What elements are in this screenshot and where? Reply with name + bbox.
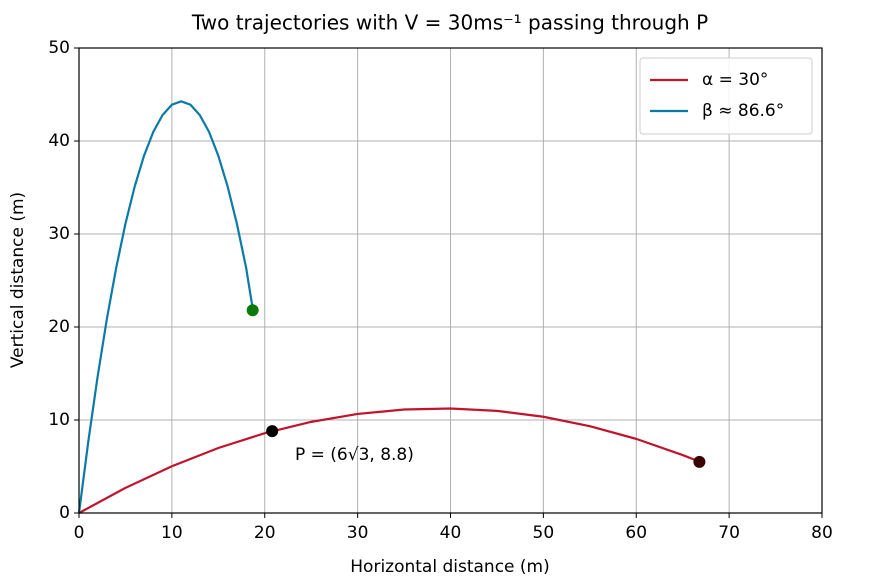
- chart-title: Two trajectories with V = 30ms⁻¹ passing…: [191, 11, 708, 35]
- point: [246, 304, 259, 317]
- x-axis-label: Horizontal distance (m): [350, 557, 549, 577]
- series-line: [77, 100, 254, 514]
- legend-label: α = 30°: [702, 70, 768, 90]
- x-tick-label: 60: [625, 523, 647, 543]
- x-tick-label: 80: [811, 523, 833, 543]
- y-tick-label: 50: [48, 38, 70, 58]
- y-tick-label: 40: [48, 131, 70, 151]
- y-tick-label: 10: [48, 410, 70, 430]
- x-tick-label: 20: [254, 523, 276, 543]
- y-tick-label: 20: [48, 317, 70, 337]
- x-tick-label: 0: [74, 523, 85, 543]
- y-axis-label: Vertical distance (m): [8, 192, 28, 368]
- point: [266, 425, 279, 438]
- y-tick-label: 30: [48, 224, 70, 244]
- plot-frame: [78, 47, 823, 514]
- x-tick-label: 70: [718, 523, 740, 543]
- x-tick-label: 50: [533, 523, 555, 543]
- annotation: P = (6√3, 8.8): [295, 445, 414, 465]
- point: [693, 455, 706, 468]
- legend-label: β ≈ 86.6°: [702, 101, 784, 121]
- series-line: [78, 407, 700, 514]
- x-tick-label: 40: [440, 523, 462, 543]
- y-tick-label: 0: [59, 503, 70, 523]
- legend-box: [639, 57, 813, 135]
- x-tick-label: 30: [347, 523, 369, 543]
- x-tick-label: 10: [161, 523, 183, 543]
